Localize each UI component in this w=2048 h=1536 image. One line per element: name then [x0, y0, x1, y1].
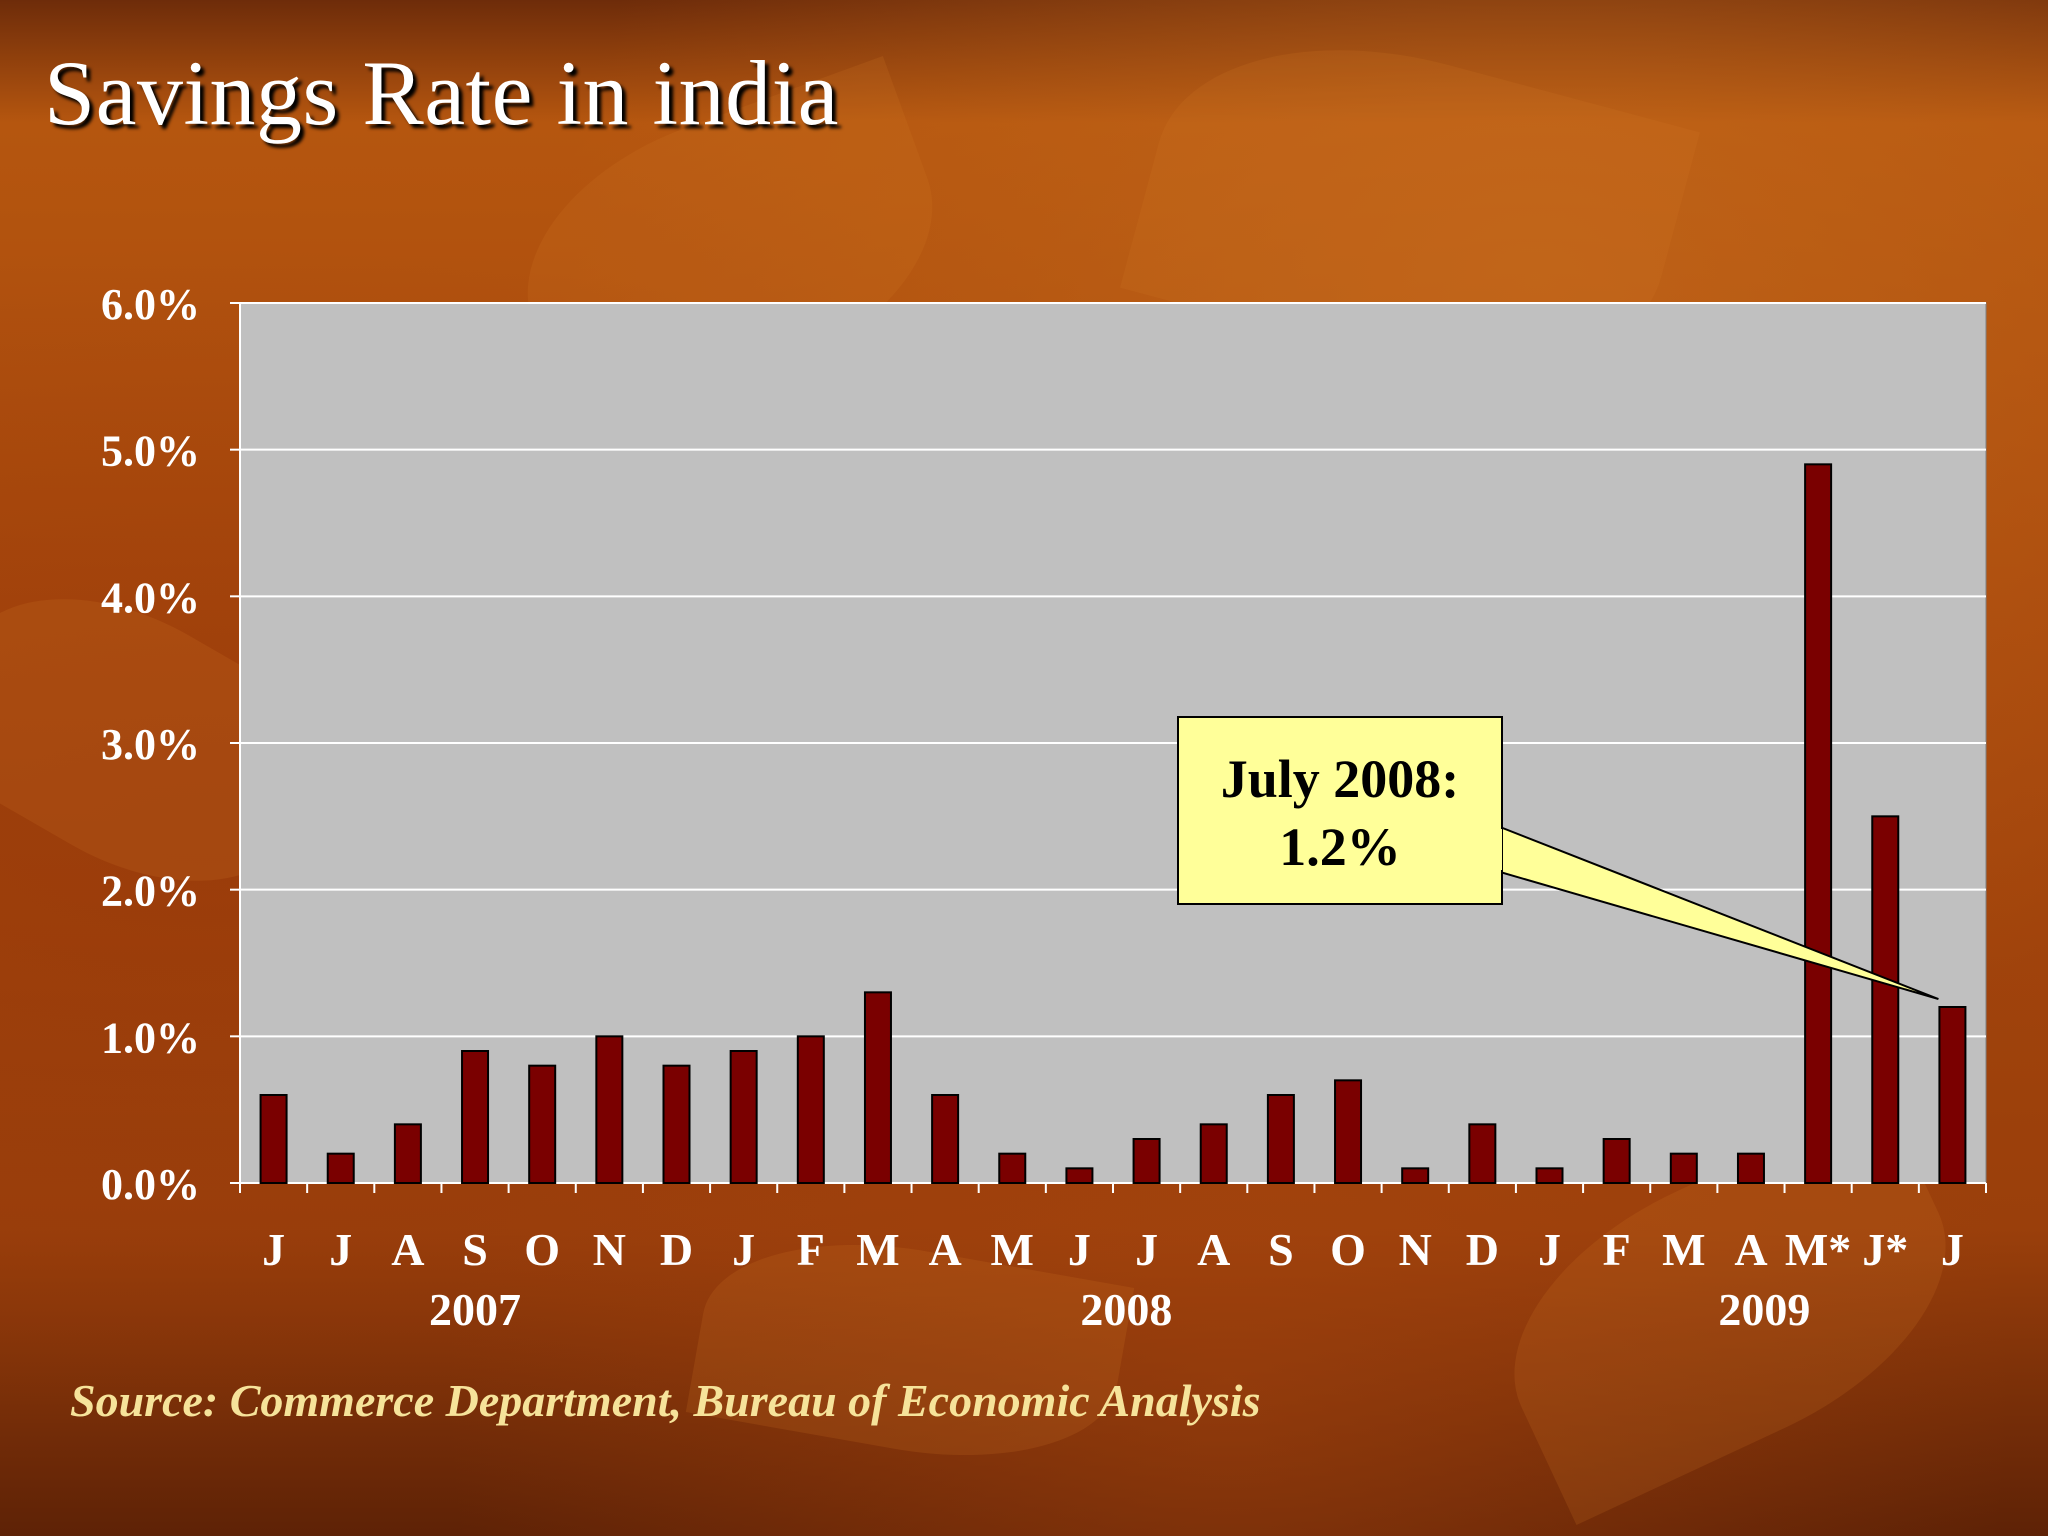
bar: [1334, 1079, 1363, 1185]
x-tick-label: J: [1941, 1224, 1964, 1275]
bar: [863, 991, 892, 1184]
callout-value: 1.2%: [1279, 817, 1401, 877]
bar: [1804, 463, 1833, 1185]
y-tick-label: 4.0%: [101, 573, 200, 622]
x-axis-labels: J J A S O N D J F M A M J J A S O N D J F M A M* J* J: [262, 1224, 1964, 1275]
x-tick-label: A: [1734, 1224, 1767, 1275]
callout-label: July 2008:: [1221, 749, 1460, 809]
x-tick-label: J: [1538, 1224, 1561, 1275]
bar: [729, 1050, 758, 1184]
x-tick-label: M*: [1785, 1224, 1851, 1275]
x-tick-label: N: [1399, 1224, 1432, 1275]
x-tick-label: A: [928, 1224, 961, 1275]
x-tick-label: J: [1135, 1224, 1158, 1275]
bar: [1602, 1138, 1631, 1184]
y-tick-label: 5.0%: [101, 427, 200, 476]
bar: [1736, 1152, 1765, 1184]
y-tick-label: 2.0%: [101, 867, 200, 916]
bar: [1266, 1094, 1295, 1184]
x-tick-label: O: [524, 1224, 560, 1275]
bar: [1132, 1138, 1161, 1184]
x-tick-label: A: [391, 1224, 424, 1275]
x-tick-label: N: [593, 1224, 626, 1275]
bar: [461, 1050, 490, 1184]
x-tick-label: D: [1466, 1224, 1499, 1275]
bar: [1065, 1167, 1094, 1185]
x-tick-label: M: [991, 1224, 1034, 1275]
source-note: Source: Commerce Department, Bureau of E…: [70, 1375, 1261, 1426]
year-labels: 2007 2008 2009: [429, 1284, 1810, 1335]
bar: [528, 1064, 557, 1184]
bar: [326, 1152, 355, 1184]
x-tick-label: M: [856, 1224, 899, 1275]
bar: [1468, 1123, 1497, 1185]
bar: [998, 1152, 1027, 1184]
x-tick-label: S: [1268, 1224, 1294, 1275]
y-tick-label: 1.0%: [101, 1013, 200, 1062]
y-tick-label: 0.0%: [101, 1160, 200, 1209]
x-tick-label: F: [797, 1224, 825, 1275]
y-tick-label: 6.0%: [101, 280, 200, 329]
bar: [1535, 1167, 1564, 1185]
callout-seam: [1496, 829, 1502, 870]
gridlines: [240, 302, 1986, 1038]
x-tick-label: J: [1068, 1224, 1091, 1275]
bar: [1199, 1123, 1228, 1185]
bar: [595, 1035, 624, 1185]
bar: [796, 1035, 825, 1185]
x-tick-label: A: [1197, 1224, 1230, 1275]
x-tick-label: D: [660, 1224, 693, 1275]
bar: [1401, 1167, 1430, 1185]
x-tick-label: O: [1330, 1224, 1366, 1275]
year-label: 2007: [429, 1284, 521, 1335]
bar: [393, 1123, 422, 1185]
annotation-callout: July 2008: 1.2%: [1177, 716, 1939, 1000]
bar: [259, 1094, 288, 1184]
y-axis-labels: 0.0% 1.0% 2.0% 3.0% 4.0% 5.0% 6.0%: [101, 280, 200, 1209]
bar: [1871, 815, 1900, 1184]
bar: [1938, 1006, 1967, 1184]
year-label: 2008: [1080, 1284, 1172, 1335]
x-tick-label: J: [329, 1224, 352, 1275]
bar: [931, 1094, 960, 1184]
callout-box: [1177, 716, 1503, 905]
bars: [259, 463, 1967, 1185]
x-tick-label: M: [1662, 1224, 1705, 1275]
x-tick-label: J: [262, 1224, 285, 1275]
y-tick-label: 3.0%: [101, 720, 200, 769]
x-tick-label: J*: [1862, 1224, 1908, 1275]
slide-title: Savings Rate in india: [44, 42, 839, 144]
bar: [662, 1064, 691, 1184]
x-tick-label: S: [462, 1224, 488, 1275]
year-label: 2009: [1718, 1284, 1810, 1335]
bar: [1669, 1152, 1698, 1184]
x-tick-label: J: [732, 1224, 755, 1275]
x-tick-label: F: [1603, 1224, 1631, 1275]
